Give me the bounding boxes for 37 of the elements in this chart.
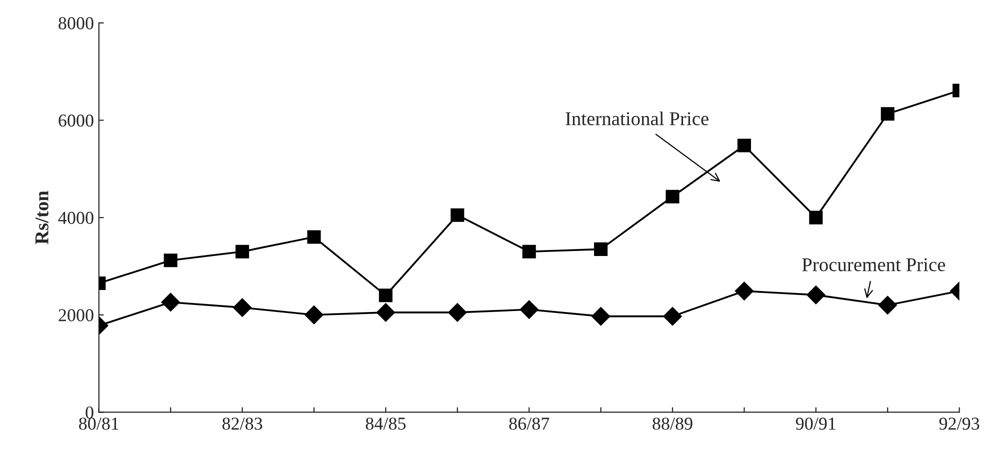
- y-tick-label: 0: [86, 406, 94, 419]
- point: [378, 288, 392, 302]
- point: [522, 244, 536, 258]
- point: [809, 210, 823, 224]
- point: [666, 190, 680, 204]
- x-tick-label: 80/81: [79, 418, 118, 430]
- point: [591, 306, 610, 326]
- x-tick-label: 92/93: [939, 418, 980, 430]
- point: [161, 292, 180, 312]
- y-tick-label: 6000: [58, 114, 94, 127]
- y-axis-title: Rs/ton: [35, 190, 48, 244]
- point: [232, 298, 252, 317]
- point: [448, 303, 467, 322]
- y-tick-label: 4000: [58, 212, 94, 224]
- point: [164, 254, 178, 268]
- annotation: Procurement Price: [802, 258, 946, 272]
- x-tick-label: 84/85: [366, 418, 406, 430]
- point: [520, 300, 538, 319]
- point: [236, 244, 250, 258]
- point: [307, 230, 321, 244]
- y-tick-label: 8000: [58, 17, 94, 30]
- point: [304, 306, 324, 324]
- point: [737, 138, 751, 152]
- x-tick-label: 86/87: [509, 418, 550, 430]
- point: [594, 242, 608, 256]
- x-tick-label: 82/83: [222, 418, 262, 430]
- point: [450, 208, 464, 222]
- point: [878, 296, 897, 314]
- point: [734, 282, 754, 300]
- point: [663, 306, 682, 326]
- point: [880, 107, 894, 121]
- annotation: International Price: [566, 112, 708, 126]
- point: [376, 303, 396, 322]
- x-tick-label: 90/91: [796, 418, 836, 430]
- y-tick-label: 2000: [58, 309, 94, 322]
- point: [806, 286, 826, 304]
- x-tick-label: 88/89: [652, 418, 692, 430]
